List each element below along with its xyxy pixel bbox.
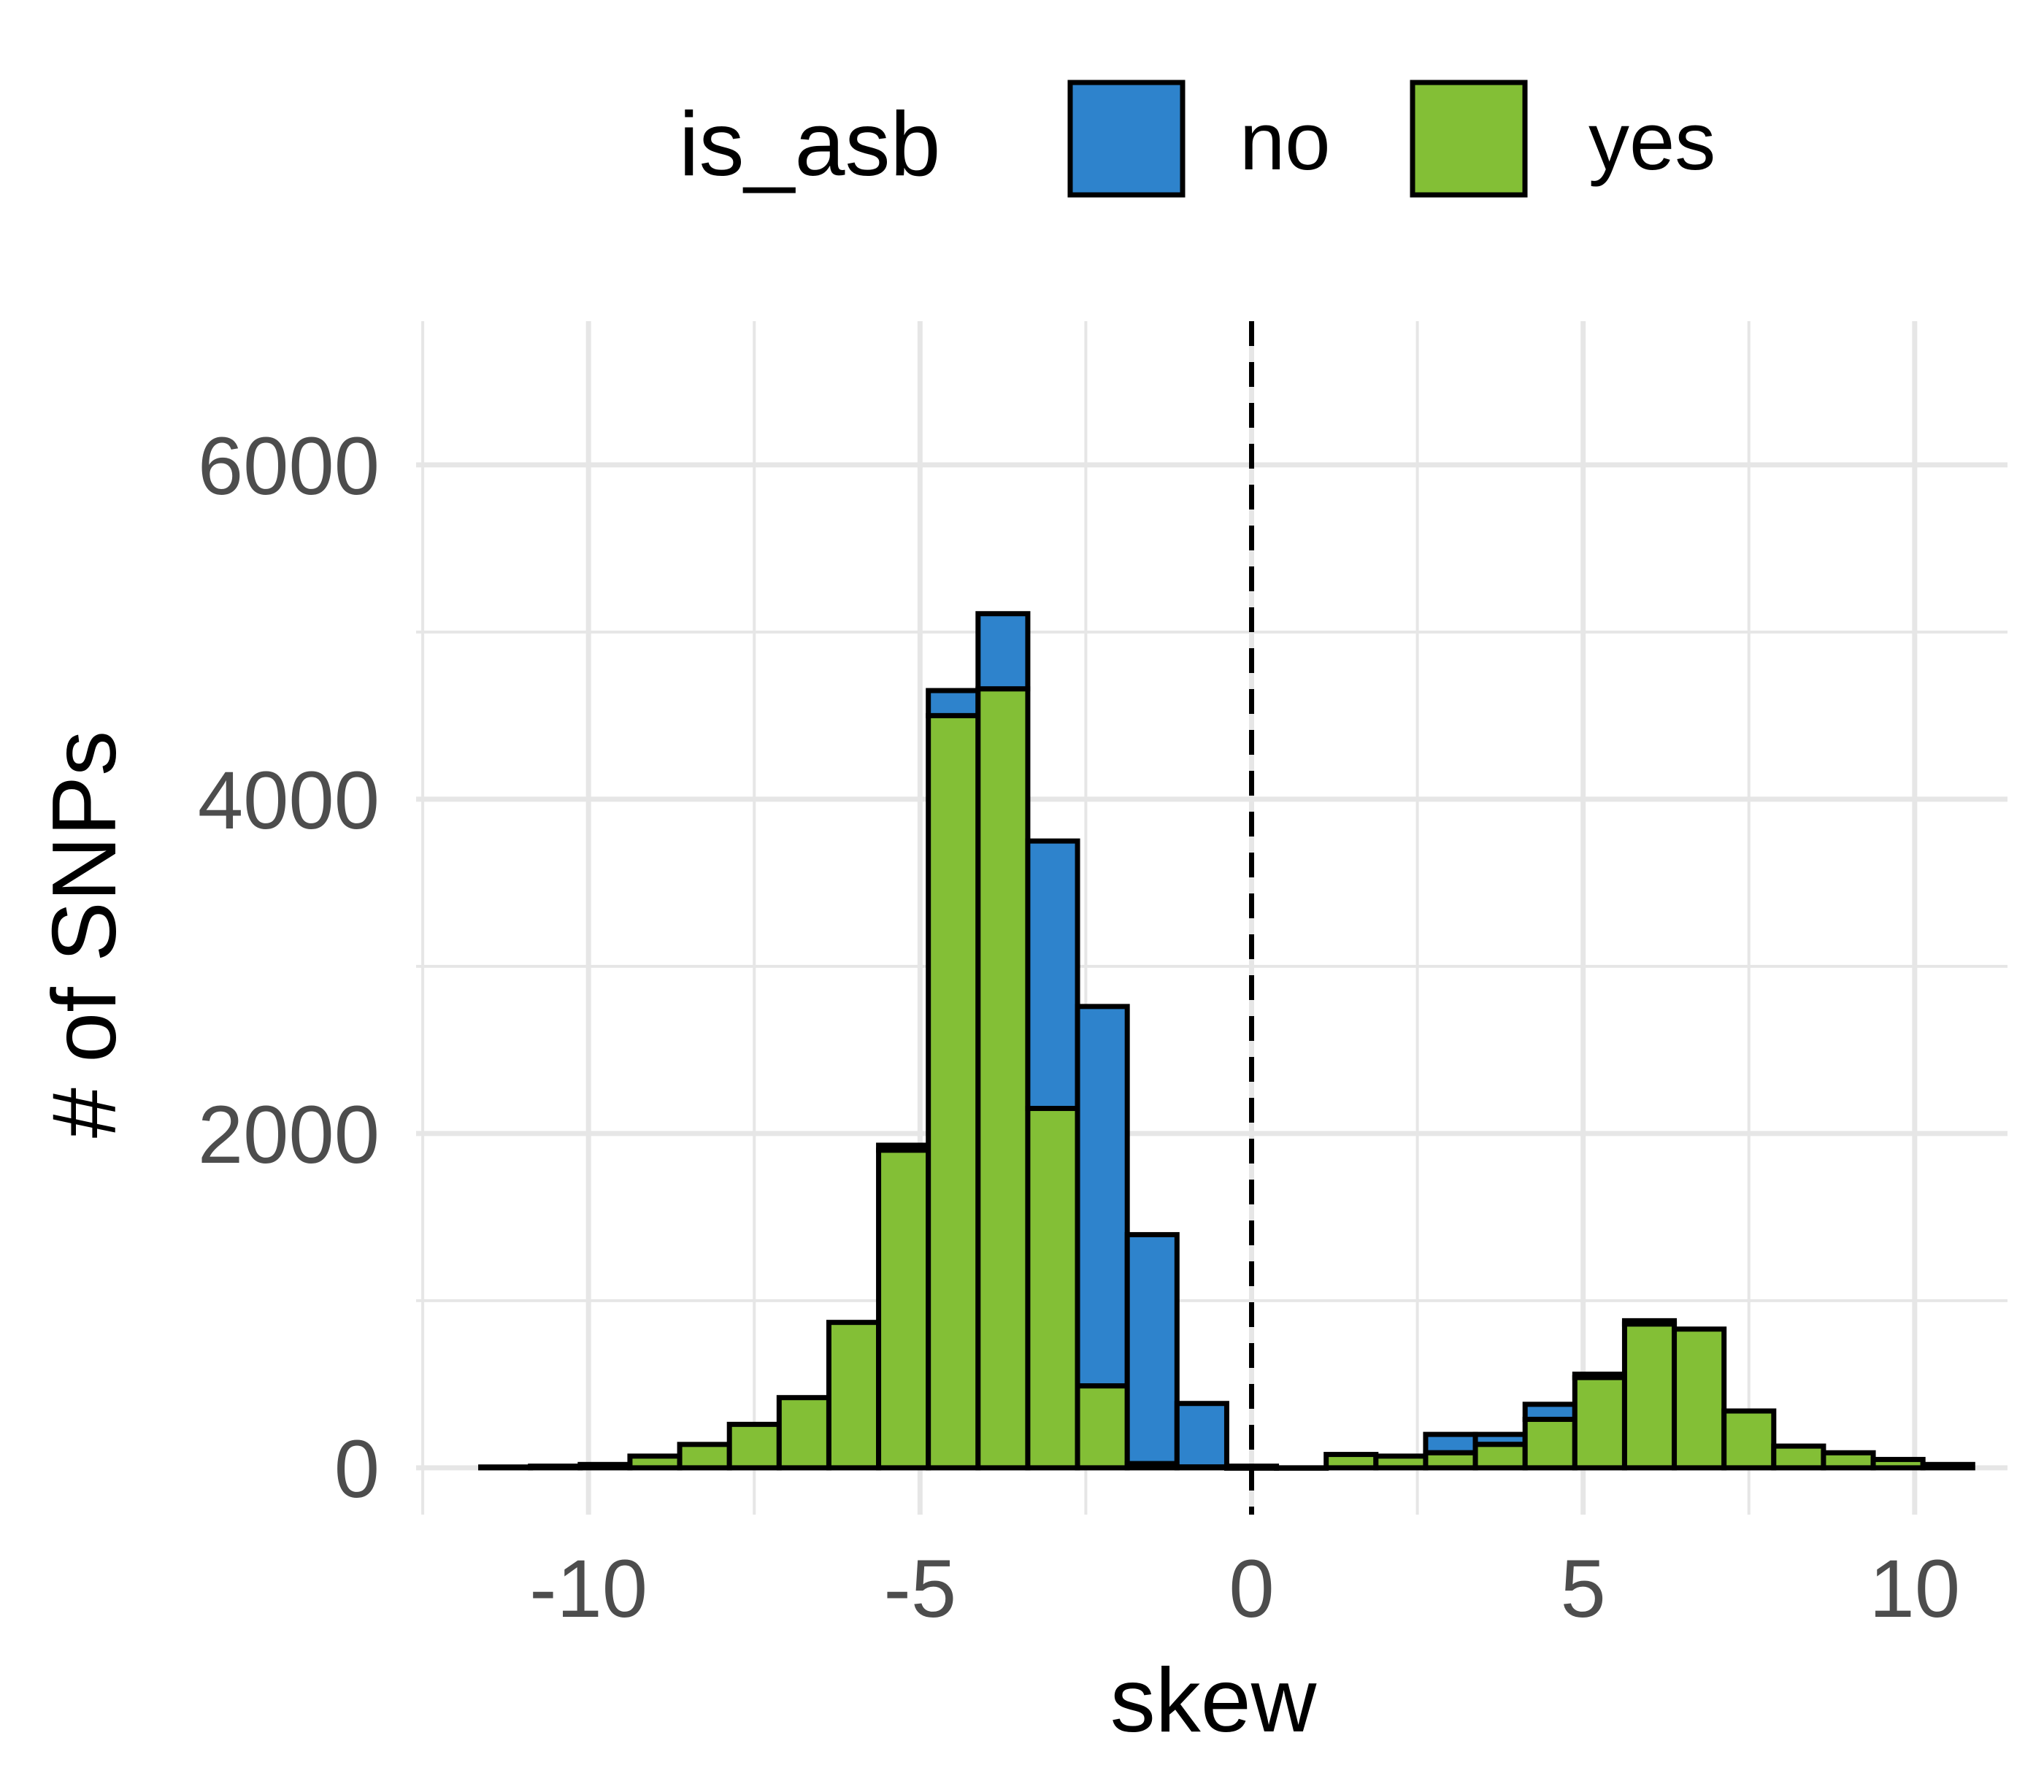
bar-yes (1075, 1383, 1130, 1471)
bar-yes (1373, 1453, 1429, 1471)
bar-yes (1174, 1464, 1229, 1471)
y-tick-label: 4000 (198, 755, 380, 846)
bar-yes (677, 1442, 732, 1471)
bar-yes (528, 1464, 583, 1471)
bar-no (1423, 1431, 1478, 1455)
bar-yes (1721, 1408, 1777, 1471)
bar-yes (1621, 1321, 1678, 1471)
bar-no (1075, 1004, 1130, 1389)
axis-layer: 0 2000 4000 6000 -10 -5 0 5 10 (198, 420, 1960, 1634)
bar-yes (926, 712, 981, 1471)
bar-yes (1274, 1465, 1329, 1471)
bar-yes (1472, 1442, 1528, 1471)
legend: is_asb no yes (679, 80, 1716, 198)
legend-title: is_asb (679, 94, 940, 195)
bar-yes (876, 1147, 931, 1471)
y-tick-label: 6000 (198, 420, 380, 512)
bar-yes (1025, 1106, 1080, 1471)
bar-yes (627, 1453, 683, 1471)
x-tick-label: 5 (1561, 1543, 1606, 1634)
bar-yes (1423, 1450, 1478, 1471)
y-axis-title: # of SNPs (34, 731, 135, 1138)
bar-yes (975, 686, 1031, 1471)
x-tick-label: -10 (529, 1543, 648, 1634)
y-tick-label: 2000 (198, 1089, 380, 1180)
x-axis-title: skew (1110, 1650, 1317, 1751)
bar-yes (1920, 1461, 1975, 1471)
x-tick-label: -5 (884, 1543, 957, 1634)
bar-yes (1870, 1456, 1926, 1471)
bar-yes (1672, 1326, 1727, 1471)
legend-swatch-yes (1410, 80, 1528, 198)
bar-yes (1323, 1452, 1379, 1471)
bar-no (1124, 1231, 1180, 1466)
legend-swatch-no (1067, 80, 1186, 198)
bar-yes (1572, 1374, 1627, 1471)
bar-yes (826, 1320, 882, 1471)
bar-yes (1522, 1416, 1578, 1471)
bar-no (1025, 838, 1080, 1112)
bar-yes (1124, 1461, 1180, 1471)
bar-no (926, 688, 981, 718)
bar-yes (1821, 1450, 1876, 1471)
bar-yes (577, 1461, 633, 1471)
bar-yes (776, 1395, 831, 1471)
legend-label-no: no (1240, 96, 1331, 187)
y-tick-label: 0 (334, 1423, 380, 1515)
bar-yes (1771, 1443, 1826, 1471)
x-tick-label: 0 (1229, 1543, 1274, 1634)
legend-label-yes: yes (1588, 96, 1716, 187)
bar-no (975, 611, 1031, 692)
bar-no (1174, 1401, 1229, 1470)
x-tick-label: 10 (1870, 1543, 1961, 1634)
bar-yes (726, 1421, 782, 1471)
bar-yes (478, 1464, 534, 1471)
bar-layer (478, 611, 1975, 1471)
grid-layer (416, 321, 2008, 1515)
